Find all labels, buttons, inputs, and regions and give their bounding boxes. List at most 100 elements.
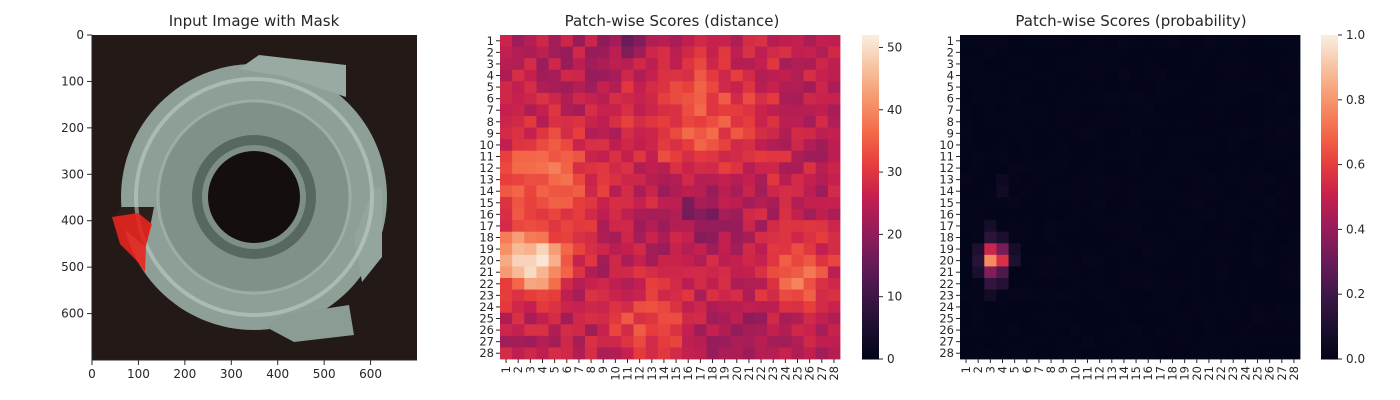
- heatmap-cell: [1227, 35, 1240, 47]
- colorbar-segment: [1321, 138, 1338, 143]
- heatmap-cell: [536, 278, 549, 290]
- heatmap-cell: [1081, 46, 1094, 59]
- heatmap-cell: [1215, 197, 1228, 209]
- heatmap-cell: [972, 301, 985, 314]
- heatmap-cell: [548, 58, 562, 71]
- colorbar-segment: [862, 274, 879, 279]
- colorbar-segment: [1321, 180, 1338, 185]
- heatmap-cell: [1032, 197, 1046, 209]
- heatmap-cell: [706, 335, 719, 348]
- heatmap-cell: [996, 278, 1009, 290]
- heatmap-cell: [597, 58, 610, 71]
- heatmap-cell: [572, 301, 586, 314]
- heatmap-cell: [1081, 312, 1094, 325]
- colorbar-segment: [1321, 177, 1338, 182]
- heatmap-cell: [500, 231, 513, 244]
- heatmap-cell: [536, 46, 549, 59]
- colorbar-segment: [862, 303, 879, 308]
- heatmap-cell: [1166, 173, 1179, 186]
- heatmap-cell: [1020, 116, 1034, 128]
- heatmap-y-tick-label: 5: [487, 80, 494, 94]
- heatmap-cell: [1069, 347, 1082, 360]
- heatmap-cell: [1263, 254, 1277, 267]
- heatmap-cell: [1154, 197, 1167, 209]
- heatmap-cell: [694, 104, 707, 117]
- heatmap-y-tick-label: 27: [479, 335, 494, 349]
- heatmap-cell: [779, 81, 792, 94]
- heatmap-cell: [597, 312, 610, 325]
- heatmap-cell: [621, 347, 634, 360]
- heatmap-cell: [1275, 127, 1289, 140]
- heatmap-cell: [791, 301, 804, 314]
- heatmap-cell: [1081, 173, 1094, 186]
- heatmap-x-tick-label: 18: [1166, 366, 1180, 381]
- heatmap-cell: [1093, 127, 1107, 140]
- colorbar-segment: [1321, 261, 1338, 266]
- heatmap-cell: [815, 150, 829, 163]
- heatmap-cell: [972, 139, 985, 152]
- heatmap-y-tick-label: 14: [479, 184, 494, 198]
- heatmap-cell: [791, 243, 804, 256]
- heatmap-cell: [657, 243, 671, 256]
- heatmap-cell: [1008, 208, 1022, 221]
- colorbar-segment: [862, 268, 879, 273]
- colorbar-tick-label: 0.8: [1346, 93, 1365, 107]
- heatmap-cell: [1045, 116, 1058, 128]
- heatmap-cell: [560, 58, 574, 71]
- heatmap-cell: [1117, 335, 1131, 348]
- heatmap-cell: [1239, 69, 1252, 82]
- heatmap-cell: [1008, 150, 1022, 163]
- heatmap-x-tick-label: 27: [815, 366, 829, 381]
- heatmap-cell: [779, 185, 792, 198]
- heatmap-cell: [984, 139, 997, 152]
- heatmap-cell: [1251, 185, 1264, 198]
- heatmap-cell: [1263, 301, 1277, 314]
- heatmap-cell: [1190, 231, 1204, 244]
- heatmap-cell: [585, 58, 598, 71]
- colorbar-segment: [1321, 313, 1338, 318]
- heatmap-cell: [670, 92, 683, 105]
- colorbar-segment: [862, 323, 879, 328]
- colorbar-segment: [862, 294, 879, 298]
- heatmap-cell: [609, 278, 622, 290]
- heatmap-cell: [524, 220, 537, 233]
- heatmap-cell: [791, 46, 804, 59]
- heatmap-cell: [1130, 127, 1143, 140]
- heatmap-cell: [1081, 92, 1094, 105]
- heatmap-cell: [524, 243, 537, 256]
- heatmap-cell: [1117, 81, 1131, 94]
- heatmap-cell: [972, 46, 985, 59]
- colorbar-segment: [1321, 106, 1338, 111]
- image-y-tick-label: 0: [76, 28, 84, 42]
- probability-heatmap-axes: 1234567891011121314151617181920212223242…: [939, 34, 1301, 381]
- heatmap-cell: [1239, 220, 1252, 233]
- heatmap-cell: [1166, 150, 1179, 163]
- heatmap-cell: [572, 347, 586, 360]
- heatmap-cell: [1275, 243, 1289, 256]
- heatmap-cell: [548, 254, 562, 267]
- heatmap-cell: [1057, 266, 1070, 279]
- heatmap-cell: [803, 81, 817, 94]
- heatmap-cell: [1045, 312, 1058, 325]
- heatmap-cell: [572, 243, 586, 256]
- heatmap-cell: [1178, 243, 1192, 256]
- heatmap-cell: [1069, 46, 1082, 59]
- heatmap-cell: [1093, 185, 1107, 198]
- heatmap-cell: [694, 46, 707, 59]
- heatmap-cell: [1057, 231, 1070, 244]
- heatmap-cell: [1215, 324, 1228, 337]
- heatmap-cell: [1130, 35, 1143, 47]
- heatmap-y-tick-label: 11: [939, 150, 954, 164]
- heatmap-cell: [500, 116, 513, 128]
- heatmap-x-tick-label: 8: [584, 366, 598, 373]
- heatmap-cell: [694, 254, 707, 267]
- colorbar-segment: [1321, 47, 1338, 52]
- heatmap-cell: [791, 58, 804, 71]
- heatmap-cell: [682, 289, 695, 302]
- heatmap-cell: [670, 324, 683, 337]
- heatmap-cell: [548, 150, 562, 163]
- colorbar-tick-label: 0: [887, 352, 895, 366]
- heatmap-cell: [585, 173, 598, 186]
- heatmap-cell: [1020, 301, 1034, 314]
- colorbar-segment: [1321, 274, 1338, 279]
